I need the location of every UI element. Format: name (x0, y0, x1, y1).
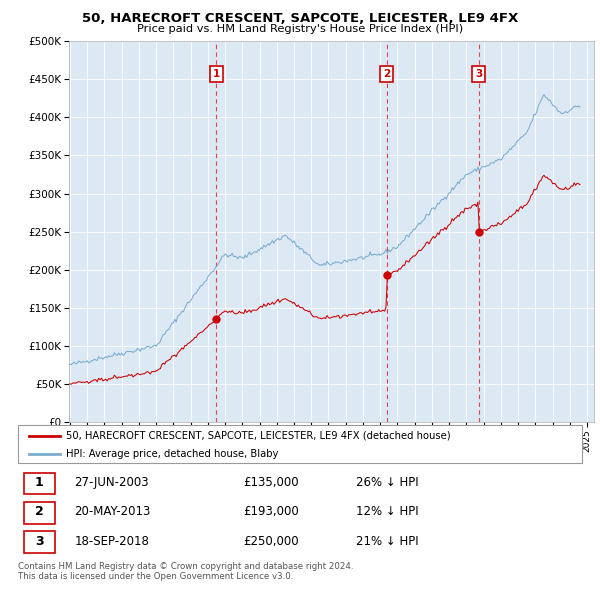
Text: 2: 2 (35, 505, 44, 519)
Text: Price paid vs. HM Land Registry's House Price Index (HPI): Price paid vs. HM Land Registry's House … (137, 24, 463, 34)
Text: 27-JUN-2003: 27-JUN-2003 (74, 476, 149, 489)
Text: HPI: Average price, detached house, Blaby: HPI: Average price, detached house, Blab… (66, 448, 278, 458)
Text: 1: 1 (35, 476, 44, 489)
Text: 1: 1 (212, 68, 220, 78)
Text: 21% ↓ HPI: 21% ↓ HPI (356, 535, 419, 548)
Text: Contains HM Land Registry data © Crown copyright and database right 2024.
This d: Contains HM Land Registry data © Crown c… (18, 562, 353, 581)
Text: 50, HARECROFT CRESCENT, SAPCOTE, LEICESTER, LE9 4FX (detached house): 50, HARECROFT CRESCENT, SAPCOTE, LEICEST… (66, 431, 451, 441)
Text: 12% ↓ HPI: 12% ↓ HPI (356, 505, 419, 519)
Text: 2: 2 (383, 68, 391, 78)
Text: 26% ↓ HPI: 26% ↓ HPI (356, 476, 419, 489)
Text: £193,000: £193,000 (244, 505, 299, 519)
FancyBboxPatch shape (23, 531, 55, 553)
Text: 50, HARECROFT CRESCENT, SAPCOTE, LEICESTER, LE9 4FX: 50, HARECROFT CRESCENT, SAPCOTE, LEICEST… (82, 12, 518, 25)
Text: £250,000: £250,000 (244, 535, 299, 548)
Text: 20-MAY-2013: 20-MAY-2013 (74, 505, 151, 519)
FancyBboxPatch shape (23, 473, 55, 494)
FancyBboxPatch shape (23, 502, 55, 524)
Text: 3: 3 (475, 68, 482, 78)
Text: £135,000: £135,000 (244, 476, 299, 489)
Text: 18-SEP-2018: 18-SEP-2018 (74, 535, 149, 548)
Text: 3: 3 (35, 535, 44, 548)
